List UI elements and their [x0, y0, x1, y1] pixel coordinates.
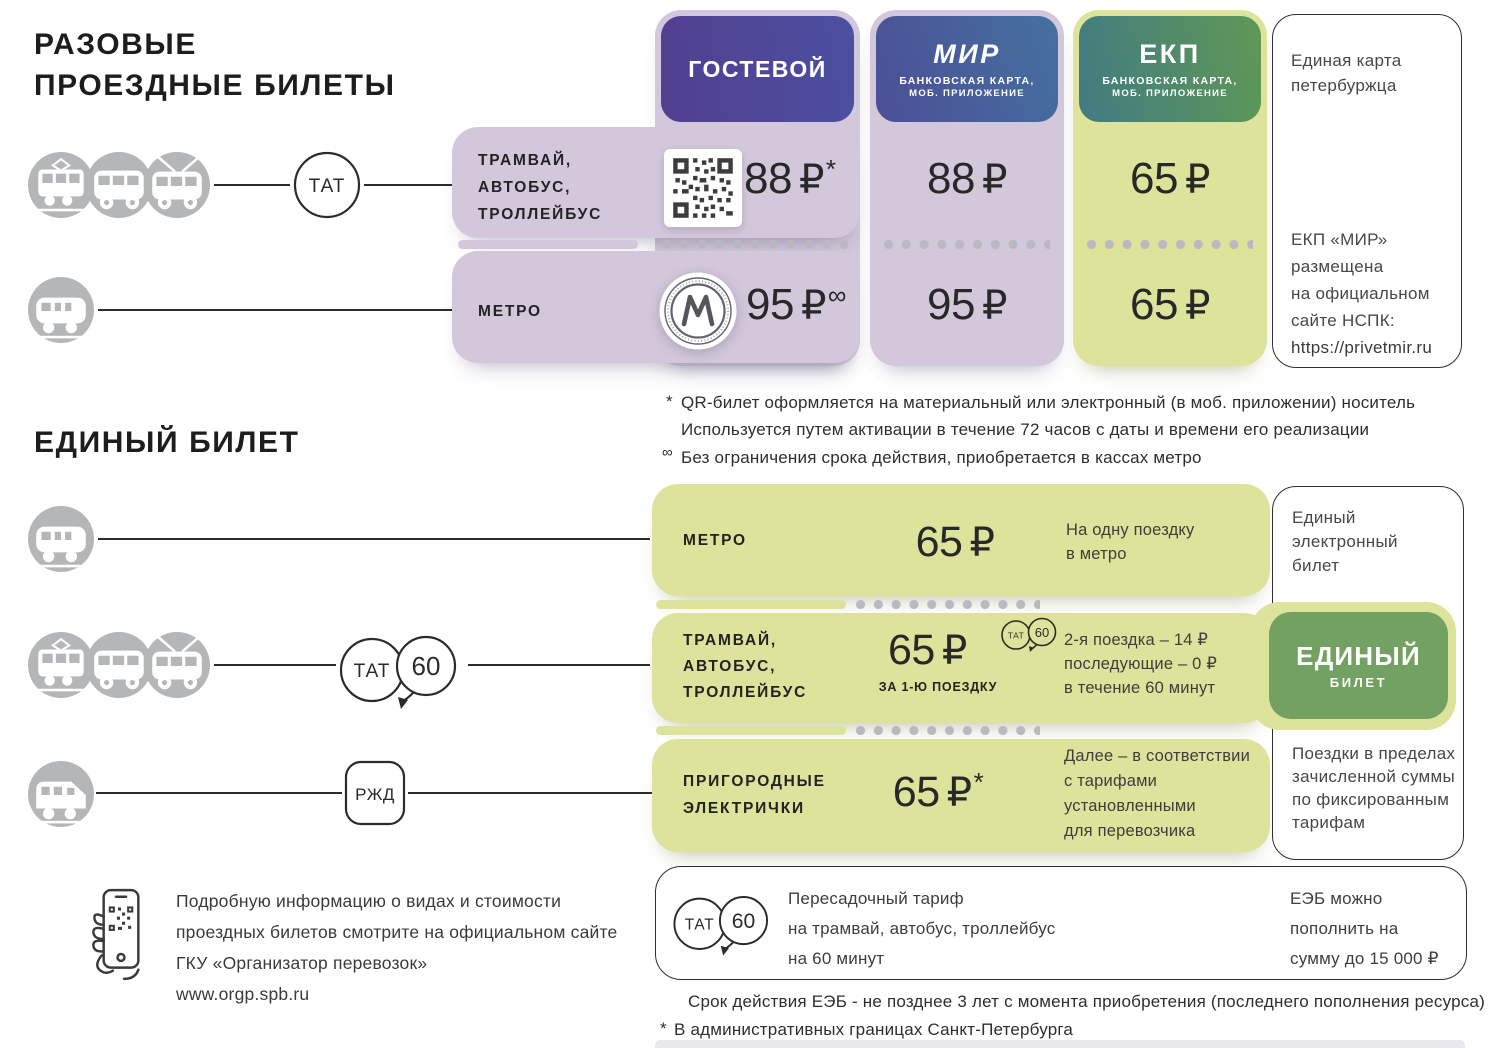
trolleybus-icon [144, 632, 210, 698]
connector-line [364, 184, 452, 186]
bus-icon [86, 152, 152, 218]
footnote-star-line1: QR-билет оформляется на материальный или… [681, 393, 1416, 412]
note-ekp-name: Единая карта петербуржца [1291, 51, 1402, 95]
label-unified-metro: МЕТРО [683, 532, 747, 549]
qr-ticket-code [664, 149, 742, 227]
note-eeb-name: Единый электронный билет [1292, 508, 1398, 575]
price-ekp-metro: 65 ₽ [1130, 280, 1210, 329]
label-tab: ТРАМВАЙ, АВТОБУС, ТРОЛЛЕЙБУС [478, 152, 603, 223]
commuter-train-icon [28, 761, 94, 827]
connector-line [98, 309, 452, 311]
eeb-topup-text: ЕЭБ можно пополнить на сумму до 15 000 ₽ [1290, 889, 1439, 968]
row-unified-tab [652, 613, 1270, 723]
footnote-star-sym: * [666, 392, 673, 411]
privetmir-link[interactable]: https://privetmir.ru [1291, 338, 1433, 357]
section-singles-title: РАЗОВЫЕ ПРОЕЗДНЫЕ БИЛЕТЫ [34, 28, 396, 102]
price-mir-tab: 88 ₽ [927, 154, 1007, 203]
spb-metro-logo [659, 272, 737, 350]
card-header-mir: МИР БАНКОВСКАЯ КАРТА, МОБ. ПРИЛОЖЕНИЕ [876, 16, 1058, 122]
connector-line [468, 664, 650, 666]
footnote-city-limits: В административных границах Санкт-Петерб… [674, 1020, 1074, 1039]
phone-qr-icon [92, 888, 140, 981]
footnote-inf-line: Без ограничения срока действия, приобрет… [681, 448, 1202, 467]
separator-dots [884, 240, 1050, 249]
price-ekp-tab: 65 ₽ [1130, 154, 1210, 203]
bottom-cutoff-bar [655, 1040, 1465, 1048]
svg-text:60: 60 [1035, 625, 1049, 640]
separator-dots [1087, 240, 1253, 249]
trolleybus-icon [144, 152, 210, 218]
note-bubble-ekp [1272, 14, 1462, 368]
metro-train-icon [28, 506, 94, 572]
separator-dots [662, 240, 848, 249]
separator-pill [656, 726, 846, 735]
separator-dots [856, 726, 1040, 735]
rzd-badge-icon: РЖД [344, 760, 406, 826]
bus-icon [86, 632, 152, 698]
tat60-badge-icon: ТАТ 60 [339, 635, 457, 709]
svg-text:60: 60 [412, 651, 441, 681]
connector-line [214, 664, 336, 666]
svg-text:ТАТ: ТАТ [685, 917, 715, 934]
connector-line [96, 792, 342, 794]
price-unified-tab: 65 ₽ [888, 626, 967, 674]
price-note-first-trip: ЗА 1-Ю ПОЕЗДКУ [878, 680, 998, 694]
note-ekp-mir: ЕКП «МИР» размещена на официальном сайте… [1291, 230, 1433, 357]
footnote-inf-sym: ∞ [662, 444, 673, 461]
connector-line [408, 792, 652, 794]
orgp-link[interactable]: www.orgp.spb.ru [176, 984, 310, 1004]
svg-text:ТАТ: ТАТ [309, 176, 346, 197]
tat60-badge-icon: ТАТ 60 [673, 896, 769, 956]
desc-unified-metro: На одну поездку в метро [1066, 521, 1195, 563]
row-metro-singles [452, 251, 860, 363]
price-guest-metro: 95 ₽∞ [746, 280, 846, 329]
price-unified-metro: 65 ₽ [915, 518, 995, 566]
svg-text:60: 60 [732, 910, 755, 933]
footnote-star-line2: Используется путем активации в течение 7… [681, 420, 1370, 439]
price-unified-rail: 65 ₽* [892, 767, 984, 816]
price-mir-metro: 95 ₽ [927, 280, 1007, 329]
label-metro: МЕТРО [478, 303, 542, 320]
desc-unified-rail: Далее – в соответствии с тарифами устано… [1064, 747, 1250, 840]
section-unified-title: ЕДИНЫЙ БИЛЕТ [34, 426, 300, 459]
info-block: Подробную информацию о видах и стоимости… [176, 891, 618, 1004]
label-unified-tab: ТРАМВАЙ, АВТОБУС, ТРОЛЛЕЙБУС [683, 632, 808, 701]
tat-badge-icon: ТАТ [293, 151, 361, 219]
card-header-guest: ГОСТЕВОЙ [661, 16, 854, 122]
separator-dots [856, 600, 1040, 609]
separator-pill [458, 240, 638, 249]
footnote-eeb-validity: Срок действия ЕЭБ - не позднее 3 лет с м… [688, 992, 1485, 1011]
metro-train-icon [28, 277, 94, 343]
card-header-ekp: ЕКП БАНКОВСКАЯ КАРТА, МОБ. ПРИЛОЖЕНИЕ [1079, 16, 1261, 122]
note-eeb-balance: Поездки в пределах зачисленной суммы по … [1292, 744, 1456, 832]
connector-line [214, 184, 290, 186]
desc-unified-tab: 2-я поездка – 14 ₽ последующие – 0 ₽ в т… [1064, 631, 1218, 697]
row-unified-rail [652, 739, 1270, 852]
tram-icon [28, 632, 94, 698]
svg-text:ТАТ: ТАТ [1008, 631, 1025, 641]
transfer-tariff-text: Пересадочный тариф на трамвай, автобус, … [788, 889, 1056, 968]
mir-logo: МИР [933, 38, 1001, 69]
connector-line [98, 538, 650, 540]
row-unified-metro [652, 484, 1270, 596]
footnote-city-limits-sym: * [660, 1019, 667, 1038]
separator-pill [656, 600, 846, 609]
label-unified-rail: ПРИГОРОДНЫЕ ЭЛЕКТРИЧКИ [683, 773, 826, 817]
svg-text:ТАТ: ТАТ [354, 661, 391, 682]
price-guest-tab: 88 ₽* [744, 154, 836, 203]
transfer-tariff-box [655, 866, 1467, 980]
tat60-mini-icon: ТАТ 60 [1001, 617, 1057, 652]
tram-icon [28, 152, 94, 218]
unified-badge: ЕДИНЫЙ БИЛЕТ [1269, 612, 1448, 719]
row-tab-singles [452, 127, 860, 238]
svg-text:РЖД: РЖД [355, 785, 395, 804]
